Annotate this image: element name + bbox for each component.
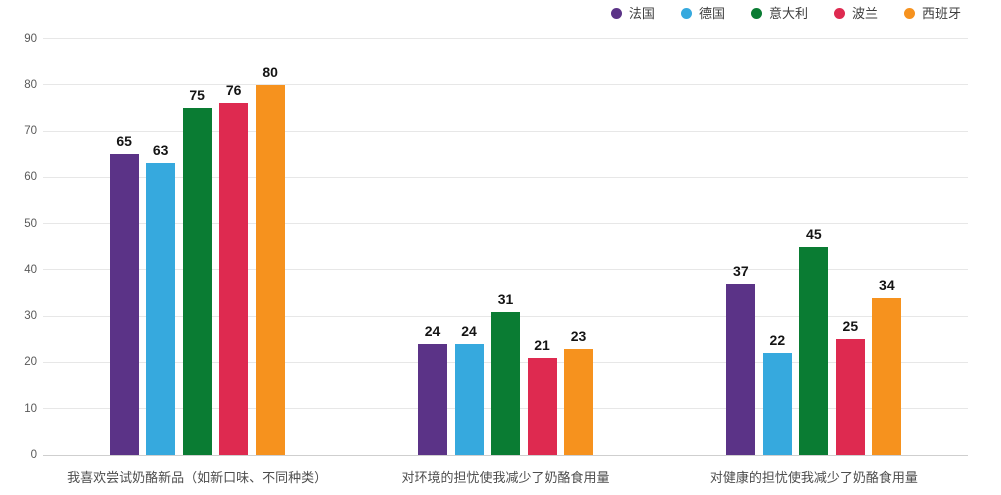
bar xyxy=(219,103,249,455)
bar xyxy=(564,348,593,455)
legend-swatch-icon xyxy=(833,8,845,19)
y-tick-label: 50 xyxy=(24,217,37,230)
bar xyxy=(491,311,520,455)
category-label: 我喜欢尝试奶酪新品（如新口味、不同种类） xyxy=(67,470,328,485)
legend-swatch-icon xyxy=(680,8,692,19)
y-tick-label: 40 xyxy=(24,263,37,276)
bar-value-label: 76 xyxy=(225,82,242,99)
legend-item[interactable]: 意大利 xyxy=(750,6,808,21)
bar-value-label: 31 xyxy=(497,290,514,307)
y-tick-label: 90 xyxy=(24,32,37,45)
legend-swatch-icon xyxy=(903,8,915,19)
chart-legend: 法国 德国 意大利 波兰 西班牙 xyxy=(610,6,961,21)
bar-value-label: 45 xyxy=(806,225,822,242)
legend-swatch-icon xyxy=(610,8,622,19)
legend-label: 西班牙 xyxy=(921,6,961,21)
bar-value-label: 75 xyxy=(189,86,205,103)
bar xyxy=(726,283,756,455)
legend-label: 法国 xyxy=(628,6,655,21)
bar xyxy=(872,297,902,455)
legend-label: 波兰 xyxy=(851,6,878,21)
y-tick-label: 30 xyxy=(24,310,37,323)
legend-item[interactable]: 德国 xyxy=(680,6,725,21)
legend-item[interactable]: 波兰 xyxy=(833,6,878,21)
bar xyxy=(109,154,139,455)
bar-value-label: 23 xyxy=(570,327,587,344)
bar xyxy=(799,246,829,455)
x-axis-baseline xyxy=(43,454,968,456)
bar xyxy=(762,353,792,455)
bar xyxy=(418,343,447,455)
bar-value-label: 21 xyxy=(534,336,550,353)
gridline xyxy=(43,130,968,132)
legend-item[interactable]: 西班牙 xyxy=(903,6,961,21)
gridline xyxy=(43,84,968,86)
category-label: 对健康的担忧使我减少了奶酪食用量 xyxy=(709,470,918,485)
y-tick-label: 20 xyxy=(24,356,37,369)
bar xyxy=(146,163,176,455)
bar xyxy=(527,357,557,455)
gridline xyxy=(43,38,968,39)
legend-label: 德国 xyxy=(698,6,725,21)
bar xyxy=(255,84,285,455)
bar xyxy=(182,107,212,455)
y-tick-label: 0 xyxy=(30,449,37,461)
bar-value-label: 24 xyxy=(461,322,477,339)
legend-swatch-icon xyxy=(750,8,762,19)
bar xyxy=(454,343,484,455)
bar-value-label: 80 xyxy=(262,63,278,80)
gridline xyxy=(43,223,968,225)
y-tick-label: 60 xyxy=(24,171,37,184)
legend-label: 意大利 xyxy=(768,6,808,21)
gridline xyxy=(43,269,968,271)
gridline xyxy=(43,176,968,178)
y-tick-label: 70 xyxy=(24,125,37,138)
bar-value-label: 63 xyxy=(152,142,169,159)
category-label: 对环境的担忧使我减少了奶酪食用量 xyxy=(401,470,610,485)
bar-value-label: 25 xyxy=(842,318,859,335)
bar-value-label: 22 xyxy=(769,332,786,349)
bar-value-label: 24 xyxy=(424,322,441,339)
bar-value-label: 65 xyxy=(116,133,132,150)
y-tick-label: 80 xyxy=(24,78,37,91)
bar xyxy=(835,339,865,455)
bar-value-label: 34 xyxy=(879,276,895,293)
legend-item[interactable]: 法国 xyxy=(610,6,655,21)
y-tick-label: 10 xyxy=(24,402,37,415)
bar-value-label: 37 xyxy=(733,262,749,279)
